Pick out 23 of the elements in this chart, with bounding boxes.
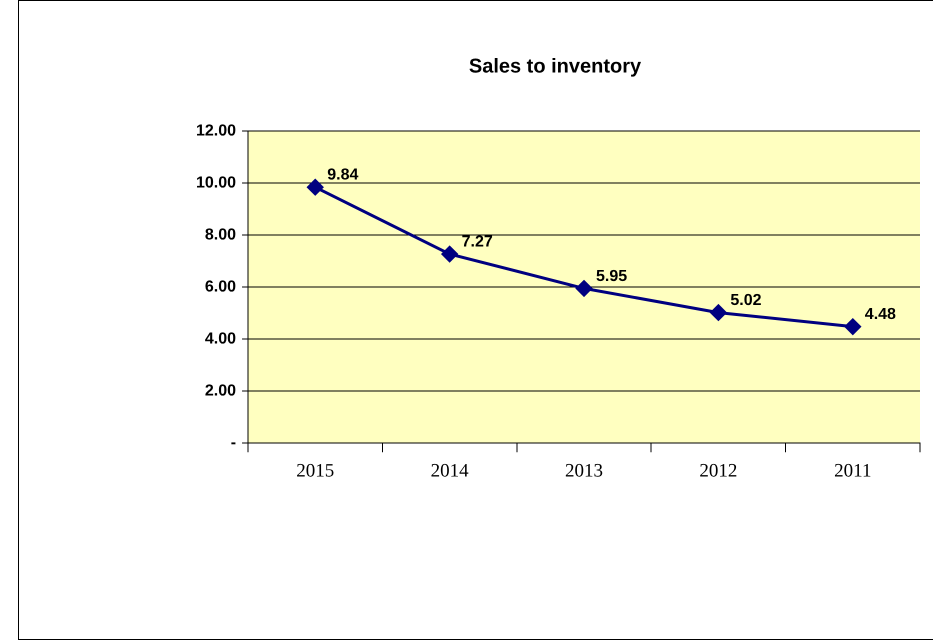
point bbox=[441, 246, 458, 263]
point bbox=[710, 304, 727, 322]
y-tick-label: - bbox=[230, 434, 236, 452]
y-tick-label: 4.00 bbox=[204, 330, 236, 348]
chart-title: Sales to inventory bbox=[468, 56, 642, 78]
data-label: 5.02 bbox=[730, 292, 762, 310]
data-label: 4.48 bbox=[864, 306, 896, 324]
point bbox=[306, 178, 324, 196]
data-label: 5.95 bbox=[596, 268, 628, 285]
y-tick-label: 10.00 bbox=[196, 174, 236, 192]
x-tick-label: 2015 bbox=[296, 460, 334, 482]
x-tick-label: 2014 bbox=[430, 460, 470, 482]
y-tick-label: 8.00 bbox=[204, 226, 236, 244]
point bbox=[576, 280, 593, 297]
x-tick-label: 2013 bbox=[565, 460, 604, 482]
y-tick-label: 2.00 bbox=[204, 382, 236, 400]
point bbox=[844, 318, 862, 336]
x-tick-label: 2011 bbox=[834, 460, 872, 482]
x-tick-label: 2012 bbox=[699, 460, 738, 482]
data-label: 9.84 bbox=[327, 166, 358, 184]
data-label: 7.27 bbox=[462, 233, 493, 250]
y-tick-label: 6.00 bbox=[204, 278, 236, 296]
y-tick-label: 12.00 bbox=[196, 122, 236, 140]
